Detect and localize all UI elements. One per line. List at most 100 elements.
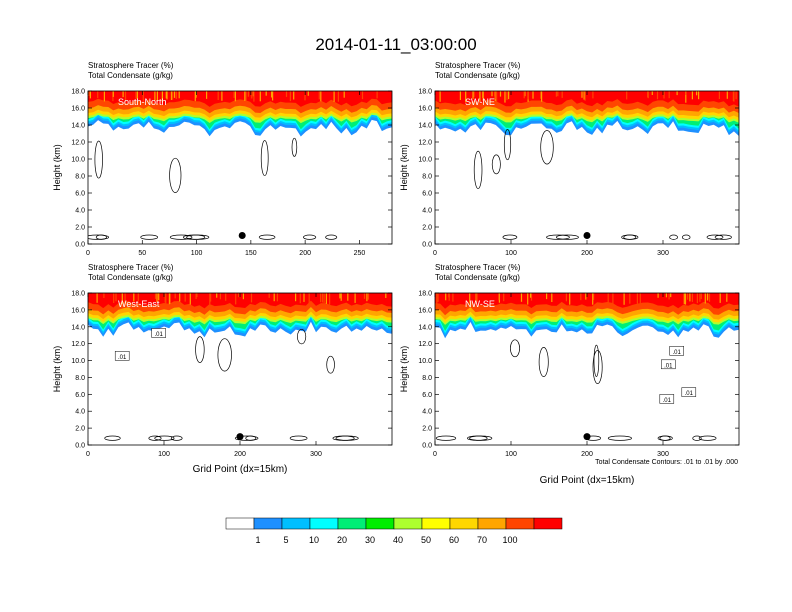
- tracer-streak: [247, 91, 249, 97]
- panel-subtitle-2: Total Condensate (g/kg): [88, 273, 173, 282]
- location-marker: [583, 433, 591, 441]
- y-tick-label: 2.0: [75, 426, 85, 433]
- location-marker: [236, 433, 244, 441]
- tracer-streak: [561, 91, 563, 98]
- tracer-streak: [253, 91, 255, 102]
- location-marker: [583, 232, 591, 239]
- x-tick-label: 300: [657, 451, 669, 458]
- tracer-streak: [347, 293, 349, 301]
- tracer-streak: [565, 293, 567, 302]
- tracer-streak: [178, 91, 180, 99]
- colorbar-swatch: [225, 517, 255, 530]
- tracer-streak: [626, 91, 628, 100]
- contour-loop: [469, 435, 493, 441]
- tracer-streak: [103, 293, 105, 298]
- tracer-streak: [235, 293, 237, 305]
- tracer-streak: [479, 91, 481, 103]
- contour-loop: [169, 234, 193, 240]
- contour-loop: [325, 234, 338, 240]
- y-tick-label: 16.0: [418, 307, 432, 314]
- tracer-streak: [367, 293, 369, 300]
- x-tick-label: 200: [299, 250, 311, 257]
- y-tick-label: 0.0: [422, 443, 432, 450]
- y-tick-label: 14.0: [418, 123, 432, 130]
- tracer-streak: [158, 293, 160, 301]
- tracer-streak: [189, 293, 191, 305]
- tracer-streak: [496, 91, 498, 103]
- tracer-streak: [161, 91, 163, 103]
- contour-loop: [659, 435, 671, 441]
- tracer-streak: [583, 91, 585, 100]
- y-tick-label: 18.0: [71, 89, 85, 96]
- x-tick-label: 100: [505, 451, 517, 458]
- tracer-streak: [299, 293, 301, 304]
- x-tick-label: 100: [505, 250, 517, 257]
- tracer-streak: [523, 91, 525, 99]
- y-tick-label: 4.0: [75, 208, 85, 215]
- y-tick-label: 16.0: [71, 307, 85, 314]
- tracer-streak: [333, 91, 335, 102]
- contour-loop: [303, 234, 317, 240]
- tracer-streak: [685, 91, 687, 103]
- tracer-streak: [195, 91, 197, 98]
- y-axis-label: Height (km): [399, 346, 409, 393]
- tracer-streak: [103, 91, 105, 102]
- tracer-streak: [676, 91, 678, 96]
- y-tick-label: 2.0: [422, 426, 432, 433]
- x-tick-label: 200: [581, 250, 593, 257]
- tracer-streak: [698, 91, 700, 100]
- tracer-streak: [459, 91, 461, 100]
- tracer-streak: [629, 293, 631, 304]
- contour-loop: [297, 328, 307, 345]
- contour-loop: [714, 234, 732, 240]
- colorbar: 1 5 10 20 30 40 50 60 70 100: [225, 517, 563, 545]
- tracer-streak: [244, 91, 246, 101]
- contour-loop: [538, 347, 549, 377]
- colorbar-swatch: [253, 517, 283, 530]
- x-tick-label: 300: [310, 451, 322, 458]
- tracer-streak: [508, 91, 510, 100]
- y-tick-label: 4.0: [422, 409, 432, 416]
- panel-subtitle-1: Stratosphere Tracer (%): [88, 263, 174, 272]
- tracer-streak: [363, 293, 366, 299]
- tracer-streak: [268, 293, 270, 298]
- tracer-streak: [437, 293, 439, 302]
- tracer-streak: [136, 91, 138, 99]
- contour-loop: [169, 157, 182, 193]
- y-tick-label: 4.0: [422, 208, 432, 215]
- condensate-contours: [104, 328, 359, 441]
- tracer-streak: [221, 91, 223, 101]
- panel-subtitle-1: Stratosphere Tracer (%): [435, 61, 521, 70]
- x-tick-label: 0: [433, 451, 437, 458]
- tracer-streak: [124, 293, 126, 305]
- contour-label-box: [661, 359, 676, 370]
- tracer-streak: [217, 91, 219, 100]
- tracer-streak: [546, 293, 548, 300]
- x-tick-label: 100: [191, 250, 203, 257]
- y-tick-label: 14.0: [71, 123, 85, 130]
- colorbar-swatch: [505, 517, 535, 530]
- contour-loop: [104, 435, 121, 441]
- tracer-streak: [647, 91, 649, 98]
- contour-loop: [245, 435, 257, 441]
- tracer-streak: [273, 293, 275, 302]
- contour-loop: [258, 234, 276, 240]
- contour-loop: [88, 234, 110, 240]
- panel-label: South-North: [118, 97, 167, 107]
- tracer-streak: [569, 293, 571, 305]
- y-tick-label: 12.0: [71, 341, 85, 348]
- tracer-band: [88, 91, 392, 107]
- tracer-streak: [285, 91, 288, 97]
- x-tick-label: 100: [158, 451, 170, 458]
- tracer-field: [435, 293, 739, 445]
- contour-label-box: [114, 351, 130, 361]
- panel-2: SW-NE Stratosphere Tracer (%)Total Conden…: [399, 61, 740, 257]
- tracer-streak: [276, 293, 278, 302]
- tracer-streak: [307, 91, 309, 96]
- tracer-streak: [272, 91, 274, 101]
- contour-loop: [335, 435, 359, 441]
- tracer-streak: [498, 293, 500, 301]
- tracer-streak: [173, 91, 176, 98]
- x-tick-label: 150: [245, 250, 257, 257]
- tracer-streak: [156, 91, 158, 102]
